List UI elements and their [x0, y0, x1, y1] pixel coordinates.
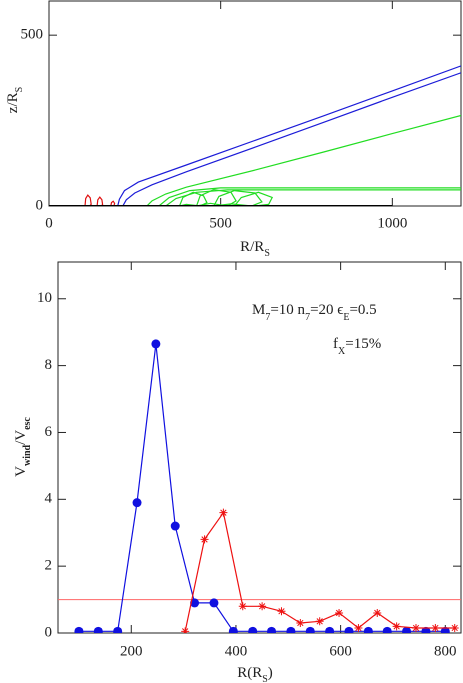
data-point	[74, 626, 84, 633]
data-point	[450, 623, 459, 632]
data-point	[258, 602, 267, 611]
data-point	[181, 627, 190, 633]
label-part: f	[333, 336, 338, 352]
data-point	[354, 623, 363, 632]
series-line	[165, 189, 461, 206]
data-point	[296, 618, 305, 627]
data-point	[325, 626, 335, 633]
y-tick-label: 10	[37, 290, 52, 306]
label-part: =0.5	[349, 302, 376, 318]
x-tick-label: 200	[120, 643, 143, 659]
label-part: esc	[22, 417, 33, 430]
data-point	[382, 626, 392, 633]
data-point	[305, 626, 315, 633]
y-axis-label: z/RS	[5, 87, 24, 113]
y-tick-label: 6	[45, 424, 53, 440]
y-tick-label: 8	[45, 357, 53, 373]
data-point	[248, 626, 258, 633]
data-point	[170, 521, 180, 531]
data-point	[373, 608, 382, 617]
y-tick-label: 0	[45, 624, 53, 640]
data-point	[411, 623, 420, 632]
data-point	[277, 607, 286, 616]
series-group	[74, 339, 459, 633]
plot-area	[57, 261, 462, 634]
data-point	[113, 626, 123, 633]
series-line	[233, 191, 274, 206]
label-part: R(R	[237, 665, 262, 681]
label-part: S	[262, 674, 268, 683]
label-part: V	[13, 466, 29, 477]
label-part: M	[252, 302, 265, 318]
data-point	[219, 508, 228, 517]
x-tick-label: 0	[45, 215, 53, 231]
data-point	[200, 535, 209, 544]
axes-frame	[48, 0, 462, 207]
y-tick-label: 2	[45, 558, 53, 574]
series-line	[96, 196, 104, 206]
data-point	[190, 598, 200, 608]
label-part: 7	[305, 312, 310, 323]
series-line	[78, 343, 446, 632]
series-line	[158, 187, 461, 206]
data-point	[93, 626, 103, 633]
label-part: S	[264, 248, 270, 259]
data-point	[315, 617, 324, 626]
x-tick-label: 800	[434, 643, 457, 659]
label-part: wind	[22, 444, 33, 466]
label-part: /V	[13, 430, 29, 445]
label-part: X	[338, 346, 346, 357]
data-point	[132, 498, 142, 508]
series-line	[117, 65, 461, 206]
y-axis-label: Vwind/Vesc	[13, 417, 32, 477]
x-tick-label: 1000	[377, 215, 407, 231]
data-point	[228, 626, 238, 633]
series-line	[196, 188, 237, 206]
x-tick-label: 400	[225, 643, 248, 659]
series-line	[184, 511, 455, 632]
series-line	[213, 189, 263, 206]
x-tick-label: 600	[329, 643, 352, 659]
label-part: z/R	[5, 92, 21, 113]
series-line	[110, 200, 116, 206]
data-point	[151, 339, 161, 349]
series-line	[122, 72, 461, 206]
label-part: 7	[265, 312, 270, 323]
data-point	[363, 626, 373, 633]
x-tick-label: 500	[209, 215, 232, 231]
y-tick-label: 500	[21, 27, 44, 43]
data-point	[402, 626, 412, 633]
data-point	[431, 623, 440, 632]
y-tick-label: 0	[36, 197, 44, 213]
series-line	[178, 191, 208, 206]
series-group	[49, 65, 461, 206]
data-point	[238, 602, 247, 611]
series-line	[146, 114, 461, 206]
axes-frame	[57, 261, 462, 634]
data-point	[286, 626, 296, 633]
y-tick-label: 4	[45, 491, 53, 507]
annotation: M7=10 n7=20 ϵE=0.5	[252, 302, 377, 323]
data-point	[335, 608, 344, 617]
annotation: fX=15%	[333, 336, 381, 357]
x-axis-label: R/RS	[240, 239, 270, 258]
label-part: )	[268, 665, 273, 681]
series-line	[84, 194, 92, 206]
label-part: =15%	[345, 336, 381, 352]
label-part: E	[343, 312, 349, 323]
label-part: =20 ϵ	[310, 302, 343, 318]
data-point	[392, 622, 401, 631]
label-part: R/R	[240, 239, 264, 255]
data-point	[344, 626, 354, 633]
x-axis-label: R(RS)	[237, 665, 273, 683]
data-point	[267, 626, 277, 633]
plot-area	[48, 0, 462, 207]
data-point	[209, 598, 219, 608]
label-part: =10 n	[270, 302, 305, 318]
label-part: S	[14, 87, 25, 93]
